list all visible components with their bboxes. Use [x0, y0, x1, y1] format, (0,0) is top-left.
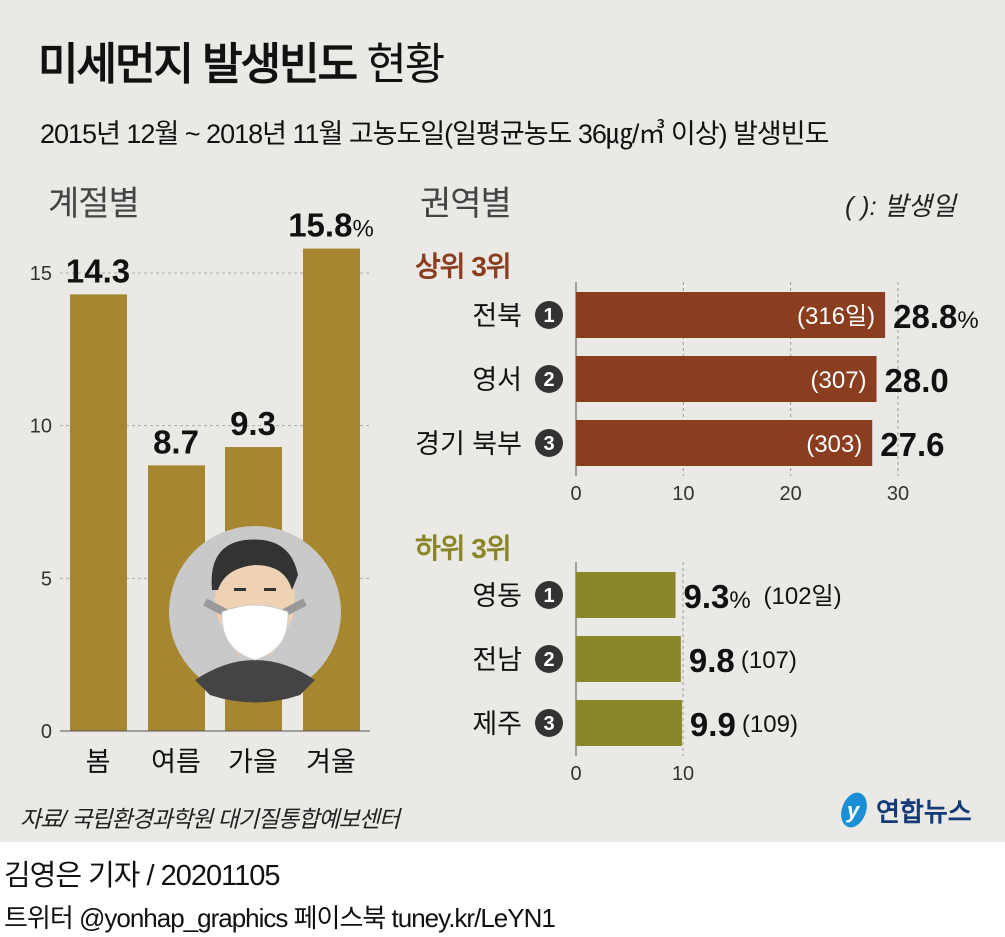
region-chart-title: 권역별	[420, 185, 512, 223]
y-tick-label: 0	[41, 721, 52, 743]
region-bar	[576, 700, 682, 746]
x-tick-label: 20	[780, 483, 802, 505]
region-bar	[576, 420, 873, 466]
bottom3-label: 하위 3위	[415, 533, 512, 564]
season-value-label: 14.3	[66, 252, 130, 289]
season-bar	[70, 294, 127, 731]
region-bar	[576, 292, 886, 338]
region-value-label: 9.3%	[684, 578, 751, 615]
yonhap-logo: y 연합뉴스	[836, 790, 972, 830]
season-category-label: 가을	[228, 747, 278, 777]
region-label: 영동	[472, 581, 522, 611]
days-label: (316일)	[797, 303, 875, 330]
region-value-label: 27.6	[880, 426, 944, 463]
rank-number: 2	[543, 649, 554, 671]
season-category-label: 여름	[151, 747, 201, 777]
region-value-label: 9.8	[689, 642, 735, 679]
eye-left	[234, 588, 246, 591]
eye-right	[264, 588, 276, 591]
y-tick-label: 15	[30, 263, 52, 285]
x-tick-label: 0	[570, 763, 581, 785]
days-label: (102일)	[764, 583, 842, 610]
rank-badge	[535, 581, 563, 609]
season-chart-title: 계절별	[48, 185, 140, 223]
rank-badge	[535, 365, 563, 393]
x-tick-label: 10	[672, 763, 694, 785]
rank-number: 2	[543, 369, 554, 391]
region-bar	[576, 636, 681, 682]
season-category-label: 봄	[86, 747, 111, 777]
season-value-label: 15.8%	[288, 207, 374, 244]
region-label: 전북	[472, 301, 522, 331]
rank-badge	[535, 301, 563, 329]
rank-badge	[535, 645, 563, 673]
region-bar	[576, 572, 676, 618]
season-value-label: 8.7	[153, 423, 199, 460]
y-tick-label: 10	[30, 416, 52, 438]
days-note: ( ): 발생일	[845, 191, 956, 221]
region-value-label: 28.0	[885, 362, 949, 399]
y-tick-label: 5	[41, 568, 52, 590]
x-tick-label: 30	[887, 483, 909, 505]
top3-label: 상위 3위	[415, 251, 512, 282]
hair-shape	[211, 539, 298, 590]
x-tick-label: 0	[570, 483, 581, 505]
rank-badge	[535, 709, 563, 737]
region-bar	[576, 356, 877, 402]
rank-number: 1	[543, 585, 554, 607]
region-value-label: 9.9	[690, 706, 736, 743]
title-light: 현황	[366, 40, 445, 89]
title-bold: 미세먼지 발생빈도	[38, 40, 358, 89]
subtitle: 2015년 12월 ~ 2018년 11월 고농도일(일평균농도 36㎍/㎥ 이…	[40, 119, 829, 149]
source: 자료/ 국립환경과학원 대기질통합예보센터	[20, 806, 400, 832]
rank-number: 1	[543, 305, 554, 327]
days-label: (107)	[741, 647, 797, 674]
region-label: 전남	[472, 645, 522, 675]
yonhap-logo-icon: y	[841, 792, 867, 828]
region-label: 영서	[472, 365, 522, 395]
page-title: 미세먼지 발생빈도 현황	[38, 28, 445, 92]
season-category-label: 겨울	[306, 747, 356, 777]
svg-text:y: y	[846, 798, 861, 823]
region-label: 제주	[472, 709, 522, 739]
logo-text: 연합뉴스	[876, 796, 972, 827]
season-value-label: 9.3	[230, 405, 276, 442]
region-value-label: 28.8%	[893, 298, 979, 335]
days-label: (307)	[811, 367, 867, 394]
mask-icon	[221, 604, 289, 661]
rank-number: 3	[543, 713, 554, 735]
days-label: (109)	[742, 711, 798, 738]
shirt-shape	[195, 660, 315, 703]
rank-badge	[535, 429, 563, 457]
social-links: 트위터 @yonhap_graphics 페이스북 tuney.kr/LeYN1	[4, 903, 556, 933]
byline: 김영은 기자 / 20201105	[4, 860, 281, 892]
x-tick-label: 10	[672, 483, 694, 505]
region-label: 경기 북부	[415, 429, 522, 459]
rank-number: 3	[543, 433, 554, 455]
days-label: (303)	[806, 431, 862, 458]
